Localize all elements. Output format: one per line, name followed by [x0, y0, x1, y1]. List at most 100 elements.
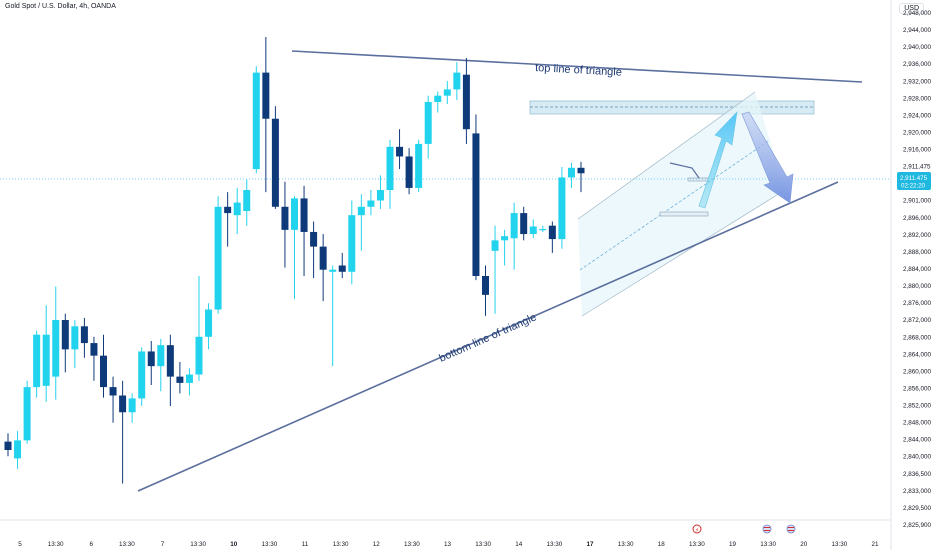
price-tick-label: 2,868,000 — [903, 334, 932, 341]
candle — [329, 265, 337, 367]
candle — [300, 185, 308, 276]
small-zone — [659, 211, 709, 217]
price-tick-label: 2,948,000 — [903, 10, 932, 17]
candles-group — [4, 36, 585, 484]
candle-body — [548, 225, 556, 240]
ascending-channel — [578, 92, 785, 316]
candle — [520, 206, 528, 241]
candle-body — [157, 345, 165, 367]
candle — [357, 194, 365, 251]
candle-body — [52, 320, 60, 377]
currency-button[interactable]: USD — [899, 3, 924, 14]
price-tick-label: 2,848,000 — [903, 420, 932, 427]
candle-body — [396, 146, 404, 157]
candle-body — [567, 167, 575, 178]
time-tick-label: 14 — [515, 541, 523, 548]
time-tick-label: 20 — [800, 541, 808, 548]
time-tick-label: 13:30 — [689, 541, 705, 548]
candle — [482, 265, 489, 316]
top-line-label: top line of triangle — [535, 62, 622, 79]
candle-body — [319, 246, 327, 270]
time-tick-label: 13:30 — [618, 541, 634, 548]
candle-body — [462, 74, 470, 130]
candle — [4, 433, 12, 457]
price-tick-label: 2,840,000 — [903, 454, 932, 461]
candle — [367, 190, 375, 216]
candle — [243, 179, 251, 226]
candle-body — [367, 200, 375, 207]
candle-body — [4, 441, 12, 451]
candle — [100, 334, 107, 398]
candle — [405, 148, 413, 195]
candle-body — [539, 229, 547, 231]
candle — [396, 129, 404, 170]
forecast-path — [669, 162, 700, 179]
candle-body — [23, 387, 31, 441]
candle-body — [405, 156, 413, 188]
time-tick-label: 7 — [161, 541, 165, 548]
candle — [348, 200, 356, 285]
candle-body — [491, 240, 499, 251]
down-arrow-icon — [741, 111, 794, 204]
event-icon-1[interactable]: ⚡ — [692, 524, 702, 534]
candle — [567, 162, 575, 188]
candle-body — [243, 190, 251, 211]
price-tick-label: 2,892,000 — [903, 232, 932, 239]
candle — [80, 317, 88, 358]
time-tick-label: 21 — [871, 541, 879, 548]
candle — [558, 166, 566, 249]
candle — [185, 368, 193, 396]
candle — [434, 91, 442, 113]
candle — [462, 57, 470, 144]
us-flag-icon-2[interactable] — [786, 524, 796, 534]
candle — [529, 219, 537, 239]
candle — [424, 95, 432, 159]
candle-body — [281, 206, 289, 230]
candle-body — [529, 226, 537, 235]
candle — [176, 361, 184, 394]
candle — [119, 380, 127, 484]
price-tick-label: 2,829,500 — [903, 505, 932, 512]
candle — [548, 221, 556, 253]
candle-body — [510, 213, 518, 239]
candle — [415, 139, 423, 193]
candle — [491, 225, 499, 314]
price-axis: 2,948,000 2,944,000 2,940,000 2,936,000 2,93… — [903, 10, 932, 529]
candle-body — [233, 202, 241, 216]
candle-body — [558, 177, 566, 240]
price-tick-label: 2,920,000 — [903, 129, 932, 136]
candle — [128, 393, 136, 423]
time-tick-label: 6 — [89, 541, 93, 548]
current-price-tag: 2,911.475 02:22:20 — [897, 172, 931, 190]
candle-body — [252, 72, 260, 170]
time-tick-label: 5 — [18, 541, 22, 548]
small-zone-2 — [687, 177, 709, 182]
candle-body — [443, 89, 451, 96]
candle-body — [61, 320, 69, 350]
candle-body — [71, 326, 79, 350]
bottom-line-label: bottom line of triangle — [437, 311, 538, 364]
candle-body — [300, 198, 308, 232]
candle — [510, 202, 518, 270]
time-tick-label: 13:30 — [261, 541, 277, 548]
up-arrow-icon — [698, 111, 738, 209]
candle — [338, 252, 346, 279]
price-tick-label: 2,872,000 — [903, 317, 932, 324]
us-flag-icon[interactable] — [762, 524, 772, 534]
candle-body — [310, 231, 318, 247]
candle-body — [166, 345, 174, 377]
candle — [214, 196, 222, 314]
candle — [224, 192, 232, 247]
candle-body — [195, 336, 203, 375]
time-tick-label: 18 — [658, 541, 666, 548]
price-tick-label: 2,944,000 — [903, 27, 932, 34]
candle — [281, 181, 289, 268]
candle-body — [329, 269, 337, 272]
candle — [14, 431, 22, 469]
candle-body — [138, 351, 146, 399]
candle — [195, 275, 203, 381]
price-tick-label: 2,936,000 — [903, 61, 932, 68]
candle-body — [100, 355, 107, 388]
candle — [90, 336, 98, 381]
